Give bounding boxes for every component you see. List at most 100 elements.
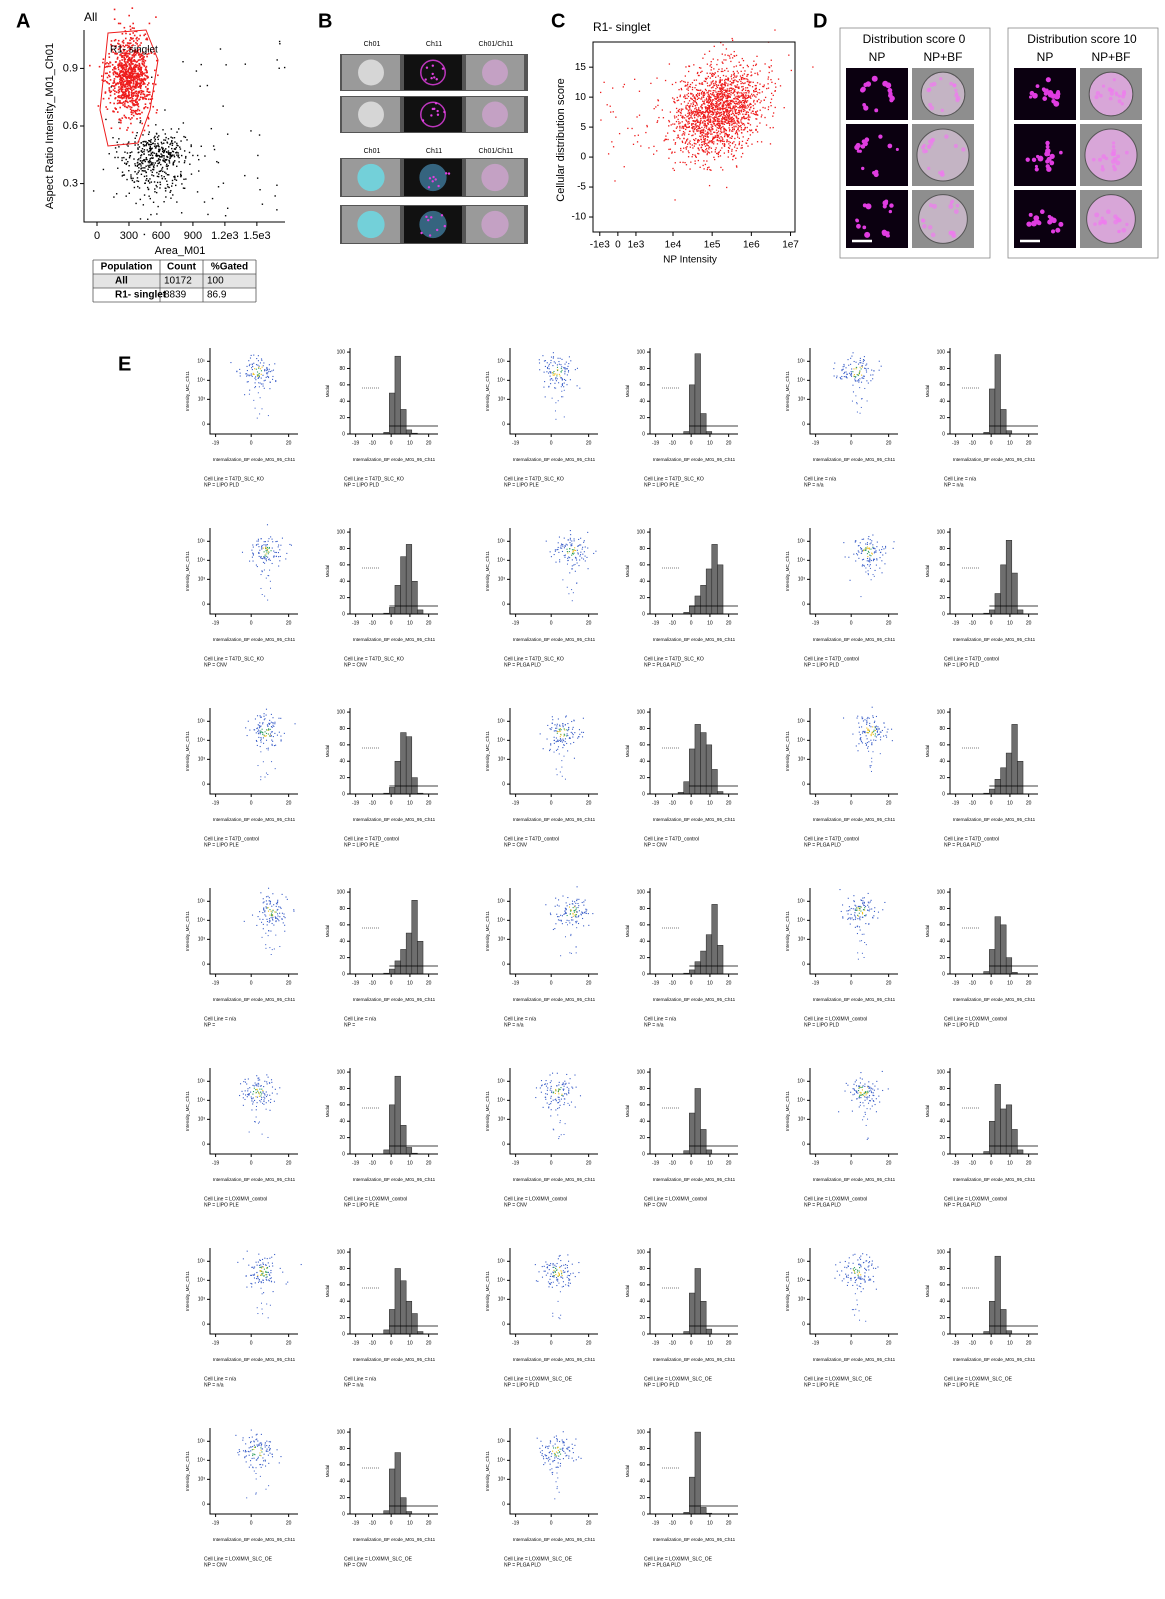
event-dot <box>736 98 737 99</box>
np-spot <box>1125 151 1129 155</box>
event-dot <box>129 68 131 70</box>
event-dot <box>264 557 265 558</box>
event-dot <box>753 91 754 92</box>
event-dot <box>865 567 866 568</box>
event-dot <box>706 148 707 149</box>
event-dot <box>747 117 748 118</box>
event-dot <box>539 369 540 370</box>
event-dot <box>681 108 682 109</box>
event-dot <box>262 729 263 730</box>
event-dot <box>184 162 185 163</box>
event-dot <box>249 375 250 376</box>
np-spot <box>1046 145 1050 149</box>
event-dot <box>264 380 265 381</box>
event-dot <box>126 82 128 84</box>
event-dot <box>547 362 548 363</box>
event-dot <box>732 110 733 111</box>
event-dot <box>737 112 738 113</box>
event-dot <box>127 152 128 153</box>
event-dot <box>718 85 719 86</box>
event-dot <box>154 181 155 182</box>
event-dot <box>129 157 130 158</box>
event-dot <box>741 71 742 72</box>
y-tick-label: 40 <box>939 399 945 405</box>
event-dot <box>574 540 575 541</box>
event-dot <box>257 731 258 732</box>
event-dot <box>680 81 681 82</box>
np-spot <box>875 173 878 176</box>
event-dot <box>728 97 729 98</box>
event-dot <box>126 195 127 196</box>
event-dot <box>566 544 567 545</box>
event-dot <box>721 121 722 122</box>
event-dot <box>717 143 718 144</box>
event-dot <box>181 155 182 156</box>
event-dot <box>126 97 128 99</box>
event-dot <box>739 107 740 108</box>
event-dot <box>770 105 771 106</box>
x-tick-label: 0 <box>94 230 100 242</box>
event-dot <box>711 126 712 127</box>
x-tick-label: -19 <box>352 440 359 446</box>
event-dot <box>863 559 864 560</box>
event-dot <box>701 111 702 112</box>
event-dot <box>722 123 723 124</box>
event-dot <box>157 165 158 166</box>
event-dot <box>861 553 862 554</box>
event-dot <box>120 23 122 25</box>
event-dot <box>705 112 706 113</box>
event-dot <box>684 132 685 133</box>
event-dot <box>869 558 870 559</box>
event-dot <box>736 65 737 66</box>
event-dot <box>863 376 864 377</box>
event-dot <box>725 130 726 131</box>
event-dot <box>133 78 135 80</box>
event-dot <box>552 398 553 399</box>
event-dot <box>265 547 266 548</box>
event-dot <box>698 130 699 131</box>
event-dot <box>768 66 769 67</box>
event-dot <box>130 176 131 177</box>
np-spot <box>1099 94 1103 98</box>
event-dot <box>121 71 123 73</box>
event-dot <box>555 551 556 552</box>
event-dot <box>705 89 706 90</box>
event-dot <box>271 731 272 732</box>
event-dot <box>741 118 742 119</box>
event-dot <box>253 355 254 356</box>
event-dot <box>148 166 149 167</box>
y-axis-label: Intensity_MC_Ch11 <box>185 371 190 411</box>
event-dot <box>122 75 124 77</box>
event-dot <box>171 140 172 141</box>
event-dot <box>723 111 724 112</box>
event-dot <box>744 104 745 105</box>
event-dot <box>865 571 866 572</box>
event-dot <box>865 543 866 544</box>
event-dot <box>550 383 551 384</box>
y-tick-label: 80 <box>339 546 345 552</box>
event-dot <box>103 98 105 100</box>
event-dot <box>734 121 735 122</box>
event-dot <box>197 155 198 156</box>
event-dot <box>713 121 714 122</box>
event-dot <box>172 137 173 138</box>
event-dot <box>182 61 183 62</box>
event-dot <box>109 56 111 58</box>
event-dot <box>743 111 744 112</box>
event-dot <box>717 114 718 115</box>
event-dot <box>258 360 259 361</box>
event-dot <box>185 137 186 138</box>
event-dot <box>262 545 263 546</box>
event-dot <box>875 550 876 551</box>
event-dot <box>733 141 734 142</box>
event-dot <box>876 546 877 547</box>
event-dot <box>669 63 670 64</box>
histogram-bar <box>689 385 695 434</box>
event-dot <box>258 733 259 734</box>
event-dot <box>132 32 134 34</box>
event-dot <box>703 130 704 131</box>
x-axis-label: Internalization_BF erode_M01_95_Ch11 <box>953 457 1036 462</box>
event-dot <box>714 90 715 91</box>
event-dot <box>567 551 568 552</box>
event-dot <box>867 542 868 543</box>
